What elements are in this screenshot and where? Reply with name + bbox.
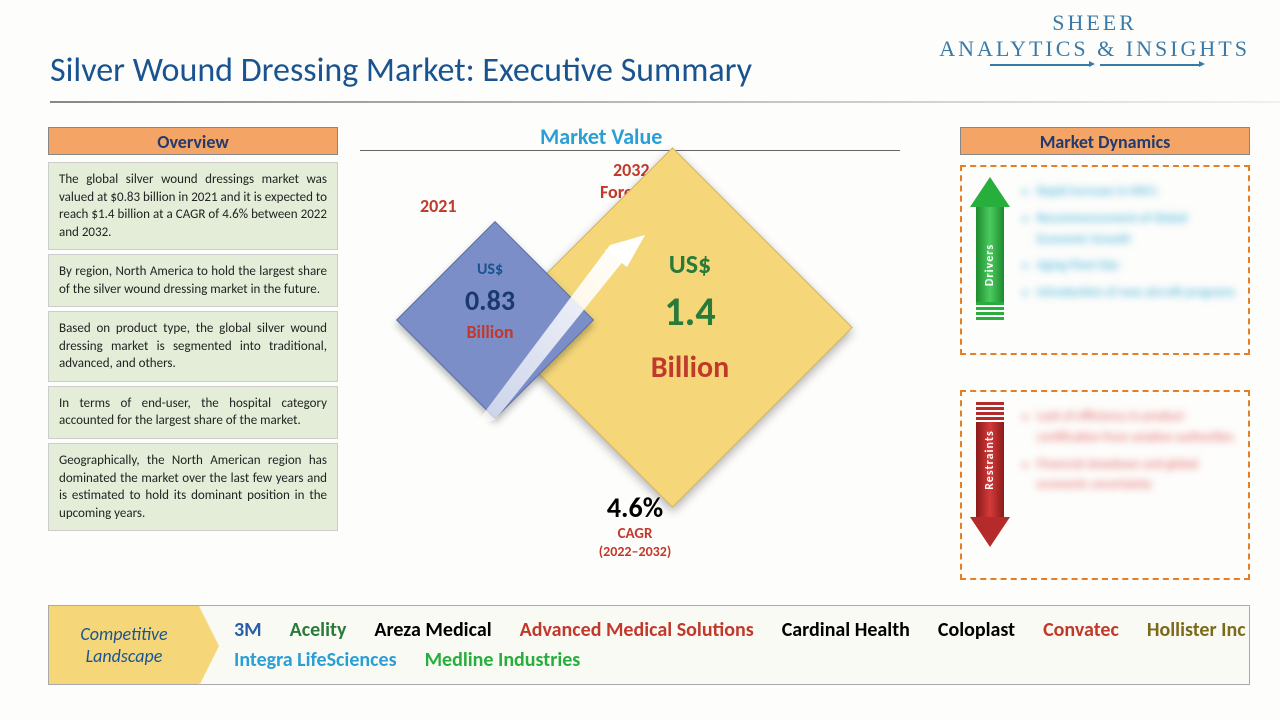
logo-line1: SHEER bbox=[939, 10, 1250, 36]
drivers-arrow-label: Drivers bbox=[983, 243, 997, 285]
cagr-period: (2022–2032) bbox=[560, 543, 710, 560]
base-year-label: 2021 bbox=[420, 195, 457, 217]
currency: US$ bbox=[430, 260, 550, 281]
company: 3M bbox=[234, 618, 262, 642]
drivers-box: Drivers Rapid increase in HNI's Recommen… bbox=[960, 165, 1250, 355]
competitive-label: Competitive Landscape bbox=[49, 606, 199, 684]
currency: US$ bbox=[600, 248, 780, 282]
company: Hollister Inc bbox=[1147, 618, 1246, 642]
restraint-item: Lack of efficiency in product certificat… bbox=[1037, 407, 1238, 449]
page-title: Silver Wound Dressing Market: Executive … bbox=[50, 50, 752, 91]
driver-item: Introduction of new aircraft programs bbox=[1037, 283, 1238, 304]
drivers-arrow-icon: Drivers bbox=[970, 177, 1010, 322]
logo-line2: ANALYTICS & INSIGHTS bbox=[939, 36, 1250, 62]
drivers-list: Rapid increase in HNI's Recommencement o… bbox=[1022, 182, 1238, 310]
dynamics-header: Market Dynamics bbox=[960, 127, 1250, 155]
overview-boxes: The global silver wound dressings market… bbox=[48, 162, 338, 535]
driver-item: Rapid increase in HNI's bbox=[1037, 182, 1238, 203]
restraints-box: Restraints Lack of efficiency in product… bbox=[960, 390, 1250, 580]
company: Medline Industries bbox=[425, 648, 581, 672]
value: 1.4 bbox=[600, 286, 780, 338]
company: Acelity bbox=[290, 618, 347, 642]
companies-list: 3M Acelity Areza Medical Advanced Medica… bbox=[199, 618, 1249, 672]
driver-item: Recommencement of Global Economic Growth bbox=[1037, 209, 1238, 251]
company: Convatec bbox=[1043, 618, 1119, 642]
overview-item: In terms of end-user, the hospital categ… bbox=[48, 386, 338, 439]
market-value-title: Market Value bbox=[540, 123, 662, 150]
overview-item: The global silver wound dressings market… bbox=[48, 162, 338, 250]
unit: Billion bbox=[600, 348, 780, 387]
restraints-arrow-label: Restraints bbox=[983, 430, 997, 490]
competitive-landscape: Competitive Landscape 3M Acelity Areza M… bbox=[48, 605, 1250, 685]
restraints-arrow-icon: Restraints bbox=[970, 402, 1010, 547]
overview-item: Geographically, the North American regio… bbox=[48, 443, 338, 531]
brand-logo: SHEER ANALYTICS & INSIGHTS bbox=[939, 10, 1250, 66]
divider bbox=[360, 150, 900, 151]
restraints-list: Lack of efficiency in product certificat… bbox=[1022, 407, 1238, 502]
cagr-value: 4.6% bbox=[560, 490, 710, 525]
driver-item: Aging Fleet Size bbox=[1037, 256, 1238, 277]
company: Advanced Medical Solutions bbox=[520, 618, 754, 642]
value: 0.83 bbox=[430, 283, 550, 319]
overview-item: Based on product type, the global silver… bbox=[48, 311, 338, 382]
restraint-item: Financial slowdown and global economic u… bbox=[1037, 455, 1238, 497]
cl-label-2: Landscape bbox=[86, 645, 163, 667]
company: Coloplast bbox=[938, 618, 1015, 642]
forecast-value: US$ 1.4 Billion bbox=[600, 248, 780, 387]
company: Areza Medical bbox=[374, 618, 491, 642]
cagr-block: 4.6% CAGR (2022–2032) bbox=[560, 490, 710, 560]
company: Integra LifeSciences bbox=[234, 648, 397, 672]
cl-label-1: Competitive bbox=[80, 623, 167, 645]
unit: Billion bbox=[430, 321, 550, 344]
overview-item: By region, North America to hold the lar… bbox=[48, 254, 338, 307]
overview-header: Overview bbox=[48, 127, 338, 155]
base-value: US$ 0.83 Billion bbox=[430, 260, 550, 345]
company: Cardinal Health bbox=[782, 618, 910, 642]
cagr-label: CAGR bbox=[560, 525, 710, 543]
